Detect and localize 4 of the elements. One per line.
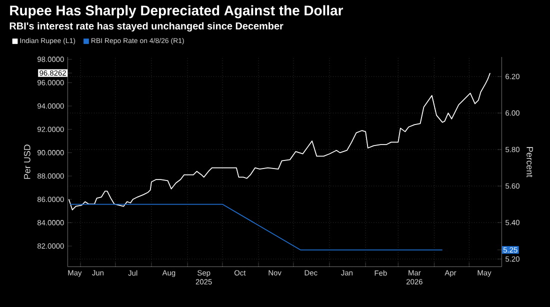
chart-title: Rupee Has Sharply Depreciated Against the Dollar <box>10 5 344 18</box>
y-axis-title: Per USD <box>24 144 30 179</box>
chart-subtitle: RBI's interest rate has stayed unchanged since December <box>10 22 284 32</box>
y2-axis-title: Percent <box>526 147 533 178</box>
